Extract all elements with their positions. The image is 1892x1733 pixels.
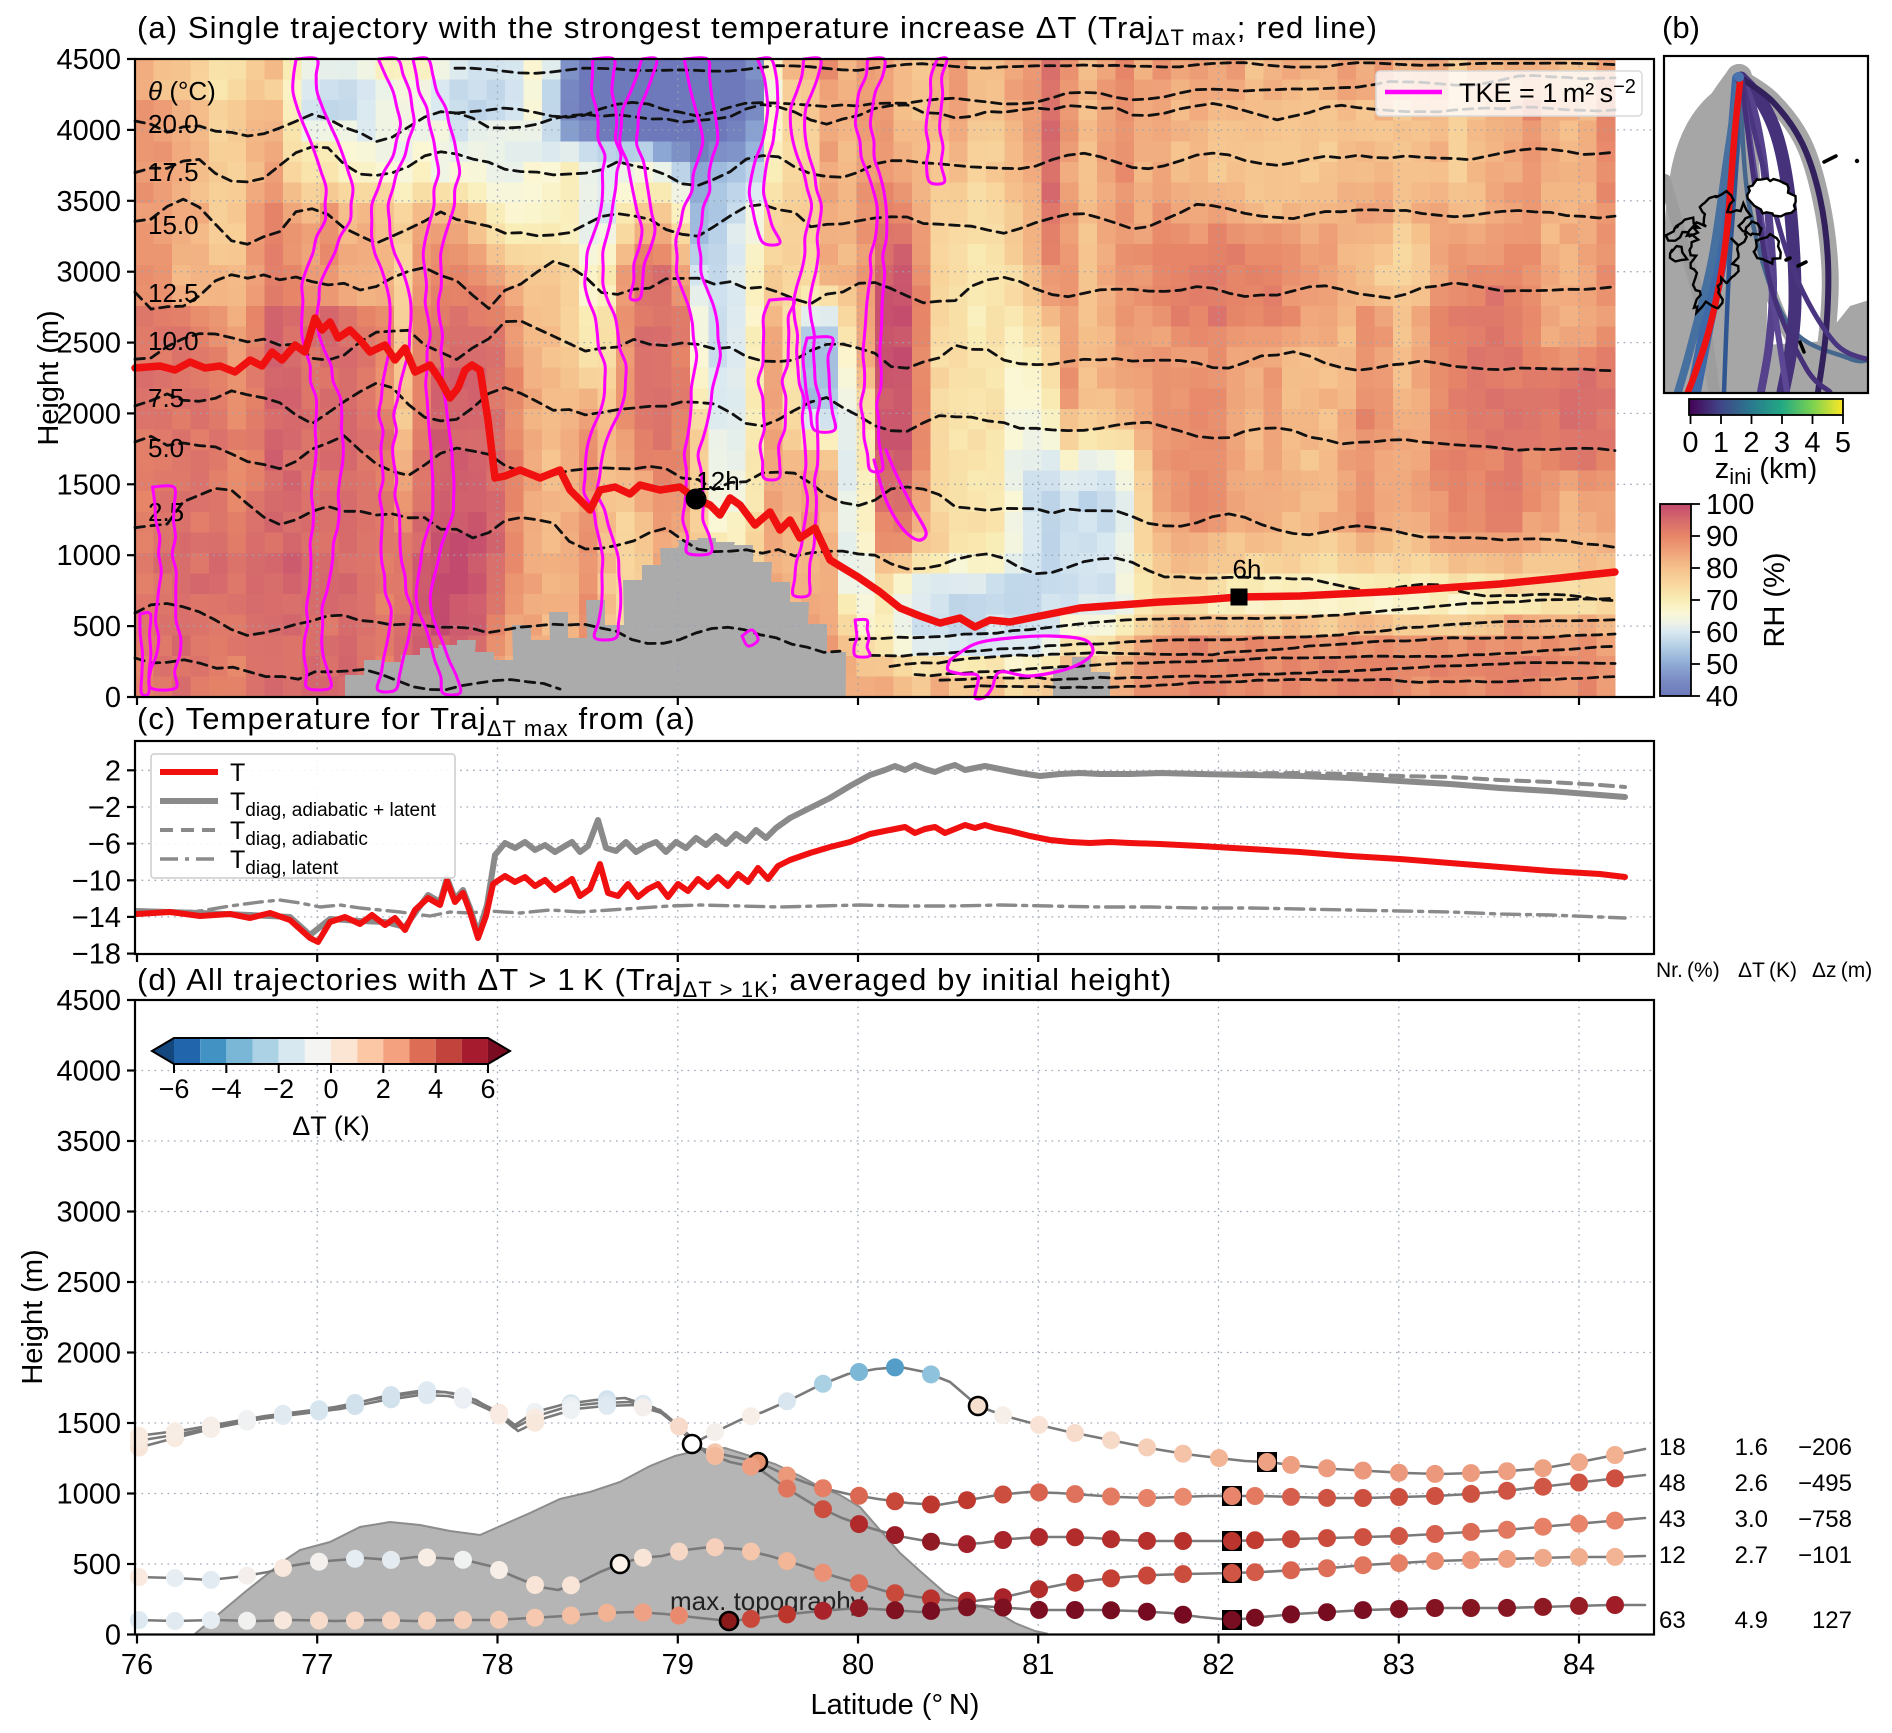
svg-text:max. topography: max. topography (670, 1586, 864, 1616)
svg-text:60: 60 (1706, 617, 1738, 649)
svg-text:82: 82 (1202, 1649, 1234, 1681)
svg-text:50: 50 (1706, 649, 1738, 681)
svg-text:80: 80 (1706, 553, 1738, 585)
svg-text:3500: 3500 (56, 1126, 121, 1158)
svg-text:2500: 2500 (56, 1267, 121, 1299)
svg-text:−18: −18 (72, 939, 121, 971)
svg-text:2500: 2500 (56, 328, 121, 360)
svg-text:12h: 12h (696, 466, 739, 496)
svg-text:3000: 3000 (56, 257, 121, 289)
svg-text:6h: 6h (1233, 554, 1262, 584)
svg-text:(c) Temperature for TrajΔT max: (c) Temperature for TrajΔT max from (a) (137, 701, 696, 741)
svg-text:12: 12 (1659, 1542, 1686, 1569)
svg-text:3.0: 3.0 (1735, 1506, 1768, 1533)
svg-text:5: 5 (1835, 427, 1851, 459)
svg-text:ΔT (K): ΔT (K) (292, 1111, 370, 1141)
svg-text:90: 90 (1706, 521, 1738, 553)
svg-text:84: 84 (1563, 1649, 1595, 1681)
svg-text:4500: 4500 (56, 985, 121, 1017)
svg-text:40: 40 (1706, 681, 1738, 713)
svg-text:2: 2 (1743, 427, 1759, 459)
svg-text:81: 81 (1022, 1649, 1054, 1681)
svg-text:70: 70 (1706, 585, 1738, 617)
svg-text:2000: 2000 (56, 1338, 121, 1370)
svg-text:(d) All trajectories with ΔT >: (d) All trajectories with ΔT > 1 K (Traj… (137, 962, 1172, 1002)
svg-text:−495: −495 (1798, 1470, 1852, 1497)
svg-text:77: 77 (301, 1649, 333, 1681)
svg-text:83: 83 (1383, 1649, 1415, 1681)
svg-text:1500: 1500 (56, 469, 121, 501)
svg-text:7.5: 7.5 (148, 383, 184, 413)
svg-text:(b): (b) (1662, 10, 1700, 45)
svg-text:ΔT (K): ΔT (K) (1738, 959, 1797, 982)
svg-text:−101: −101 (1798, 1542, 1852, 1569)
svg-text:−2: −2 (88, 792, 121, 824)
svg-text:78: 78 (481, 1649, 513, 1681)
svg-text:4.9: 4.9 (1735, 1607, 1768, 1634)
svg-text:1000: 1000 (56, 540, 121, 572)
svg-text:5.0: 5.0 (148, 433, 184, 463)
svg-text:18: 18 (1659, 1434, 1686, 1461)
svg-text:2000: 2000 (56, 398, 121, 430)
svg-text:RH (%): RH (%) (1759, 552, 1791, 647)
svg-text:1500: 1500 (56, 1408, 121, 1440)
svg-text:12.5: 12.5 (148, 278, 199, 308)
svg-text:0: 0 (105, 1620, 121, 1652)
svg-text:4000: 4000 (56, 1056, 121, 1088)
svg-text:20.0: 20.0 (148, 109, 199, 139)
svg-text:TKE = 1 m² s−2: TKE = 1 m² s−2 (1459, 76, 1636, 108)
svg-text:1.6: 1.6 (1735, 1434, 1768, 1461)
svg-text:127: 127 (1812, 1607, 1852, 1634)
svg-text:2.6: 2.6 (1735, 1470, 1768, 1497)
svg-text:63: 63 (1659, 1607, 1686, 1634)
svg-text:500: 500 (73, 1549, 121, 1581)
svg-text:Height (m): Height (m) (33, 310, 65, 445)
svg-text:−10: −10 (72, 865, 121, 897)
svg-text:79: 79 (662, 1649, 694, 1681)
svg-text:Δz (m): Δz (m) (1812, 959, 1872, 982)
svg-text:4000: 4000 (56, 115, 121, 147)
svg-text:6: 6 (480, 1074, 495, 1104)
svg-text:−2: −2 (263, 1074, 294, 1104)
svg-text:43: 43 (1659, 1506, 1686, 1533)
svg-text:3: 3 (1774, 427, 1790, 459)
svg-text:−758: −758 (1798, 1506, 1852, 1533)
svg-text:4500: 4500 (56, 44, 121, 76)
svg-text:1000: 1000 (56, 1479, 121, 1511)
svg-text:80: 80 (842, 1649, 874, 1681)
svg-text:500: 500 (73, 611, 121, 643)
svg-text:0: 0 (105, 682, 121, 714)
svg-text:2: 2 (105, 755, 121, 787)
svg-text:2.7: 2.7 (1735, 1542, 1768, 1569)
svg-text:θ (°C): θ (°C) (148, 76, 216, 106)
svg-text:15.0: 15.0 (148, 210, 199, 240)
svg-text:2: 2 (376, 1074, 391, 1104)
svg-text:−14: −14 (72, 902, 121, 934)
svg-text:100: 100 (1706, 489, 1754, 521)
svg-text:3000: 3000 (56, 1197, 121, 1229)
svg-text:76: 76 (121, 1649, 153, 1681)
svg-text:Height (m): Height (m) (17, 1249, 49, 1384)
svg-text:0: 0 (1682, 427, 1698, 459)
svg-text:48: 48 (1659, 1470, 1686, 1497)
svg-text:−6: −6 (159, 1074, 190, 1104)
svg-text:−4: −4 (211, 1074, 242, 1104)
svg-text:Nr. (%): Nr. (%) (1656, 959, 1720, 982)
svg-text:Latitude (° N): Latitude (° N) (811, 1689, 980, 1721)
svg-text:17.5: 17.5 (148, 157, 199, 187)
svg-text:0: 0 (323, 1074, 338, 1104)
svg-text:T: T (230, 759, 245, 787)
svg-text:3500: 3500 (56, 186, 121, 218)
svg-text:−6: −6 (88, 829, 121, 861)
svg-text:4: 4 (428, 1074, 443, 1104)
svg-text:10.0: 10.0 (148, 326, 199, 356)
svg-text:zini (km): zini (km) (1715, 453, 1818, 489)
svg-text:4: 4 (1804, 427, 1820, 459)
svg-text:−206: −206 (1798, 1434, 1852, 1461)
svg-text:1: 1 (1713, 427, 1729, 459)
